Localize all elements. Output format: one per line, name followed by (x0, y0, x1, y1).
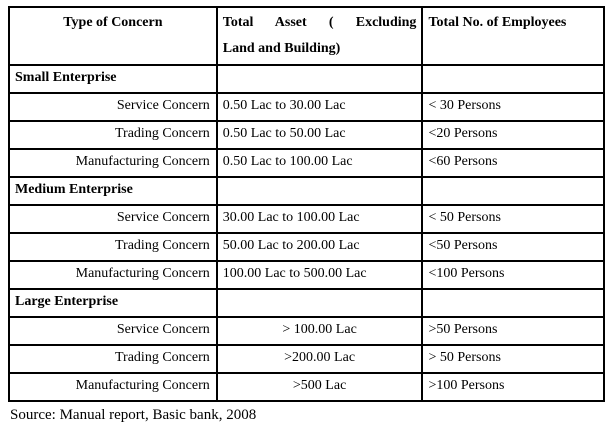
concern-cell: Manufacturing Concern (8, 372, 218, 402)
asset-cell: 100.00 Lac to 500.00 Lac (215, 260, 424, 290)
employees-cell: <50 Persons (421, 232, 605, 262)
section-name: Medium Enterprise (8, 176, 218, 206)
empty-cell (421, 176, 605, 206)
concern-cell: Service Concern (8, 92, 218, 122)
table-row: Trading Concern >200.00 Lac > 50 Persons (8, 344, 605, 374)
section-name: Small Enterprise (8, 64, 218, 94)
asset-cell: 50.00 Lac to 200.00 Lac (215, 232, 424, 262)
empty-cell (421, 288, 605, 318)
empty-cell (215, 64, 424, 94)
section-row-medium-enterprise: Medium Enterprise (8, 176, 605, 206)
table-row: Trading Concern 0.50 Lac to 50.00 Lac <2… (8, 120, 605, 150)
concern-cell: Service Concern (8, 204, 218, 234)
concern-cell: Manufacturing Concern (8, 148, 218, 178)
col-header-type-of-concern: Type of Concern (8, 6, 218, 66)
table-row: Trading Concern 50.00 Lac to 200.00 Lac … (8, 232, 605, 262)
empty-cell (215, 288, 424, 318)
col-header-total-asset: Total Asset ( Excluding Land and Buildin… (215, 6, 424, 66)
employees-cell: >50 Persons (421, 316, 605, 346)
employees-cell: <60 Persons (421, 148, 605, 178)
section-name: Large Enterprise (8, 288, 218, 318)
source-note: Source: Manual report, Basic bank, 2008 (10, 407, 257, 423)
employees-cell: >100 Persons (421, 372, 605, 402)
table-row: Service Concern 30.00 Lac to 100.00 Lac … (8, 204, 605, 234)
asset-cell: 0.50 Lac to 50.00 Lac (215, 120, 424, 150)
employees-cell: <20 Persons (421, 120, 605, 150)
concern-cell: Trading Concern (8, 232, 218, 262)
asset-cell: 0.50 Lac to 30.00 Lac (215, 92, 424, 122)
col-header-total-asset-line2: Land and Building) (222, 41, 341, 56)
asset-cell: 30.00 Lac to 100.00 Lac (215, 204, 424, 234)
table-row: Manufacturing Concern 0.50 Lac to 100.00… (8, 148, 605, 178)
enterprise-classification-table: Type of Concern Total Asset ( Excluding … (8, 6, 605, 402)
concern-cell: Service Concern (8, 316, 218, 346)
empty-cell (421, 64, 605, 94)
col-header-total-employees: Total No. of Employees (421, 6, 605, 66)
concern-cell: Manufacturing Concern (8, 260, 218, 290)
concern-cell: Trading Concern (8, 120, 218, 150)
table-header-row: Type of Concern Total Asset ( Excluding … (8, 6, 605, 66)
table-row: Manufacturing Concern >500 Lac >100 Pers… (8, 372, 605, 402)
employees-cell: > 50 Persons (421, 344, 605, 374)
asset-cell: >200.00 Lac (215, 344, 424, 374)
empty-cell (215, 176, 424, 206)
employees-cell: < 30 Persons (421, 92, 605, 122)
concern-cell: Trading Concern (8, 344, 218, 374)
asset-cell: > 100.00 Lac (215, 316, 424, 346)
col-header-total-asset-line1: Total Asset ( Excluding (222, 15, 417, 30)
table-row: Service Concern 0.50 Lac to 30.00 Lac < … (8, 92, 605, 122)
asset-cell: >500 Lac (215, 372, 424, 402)
asset-cell: 0.50 Lac to 100.00 Lac (215, 148, 424, 178)
employees-cell: < 50 Persons (421, 204, 605, 234)
table-row: Manufacturing Concern 100.00 Lac to 500.… (8, 260, 605, 290)
table-row: Service Concern > 100.00 Lac >50 Persons (8, 316, 605, 346)
employees-cell: <100 Persons (421, 260, 605, 290)
section-row-small-enterprise: Small Enterprise (8, 64, 605, 94)
section-row-large-enterprise: Large Enterprise (8, 288, 605, 318)
